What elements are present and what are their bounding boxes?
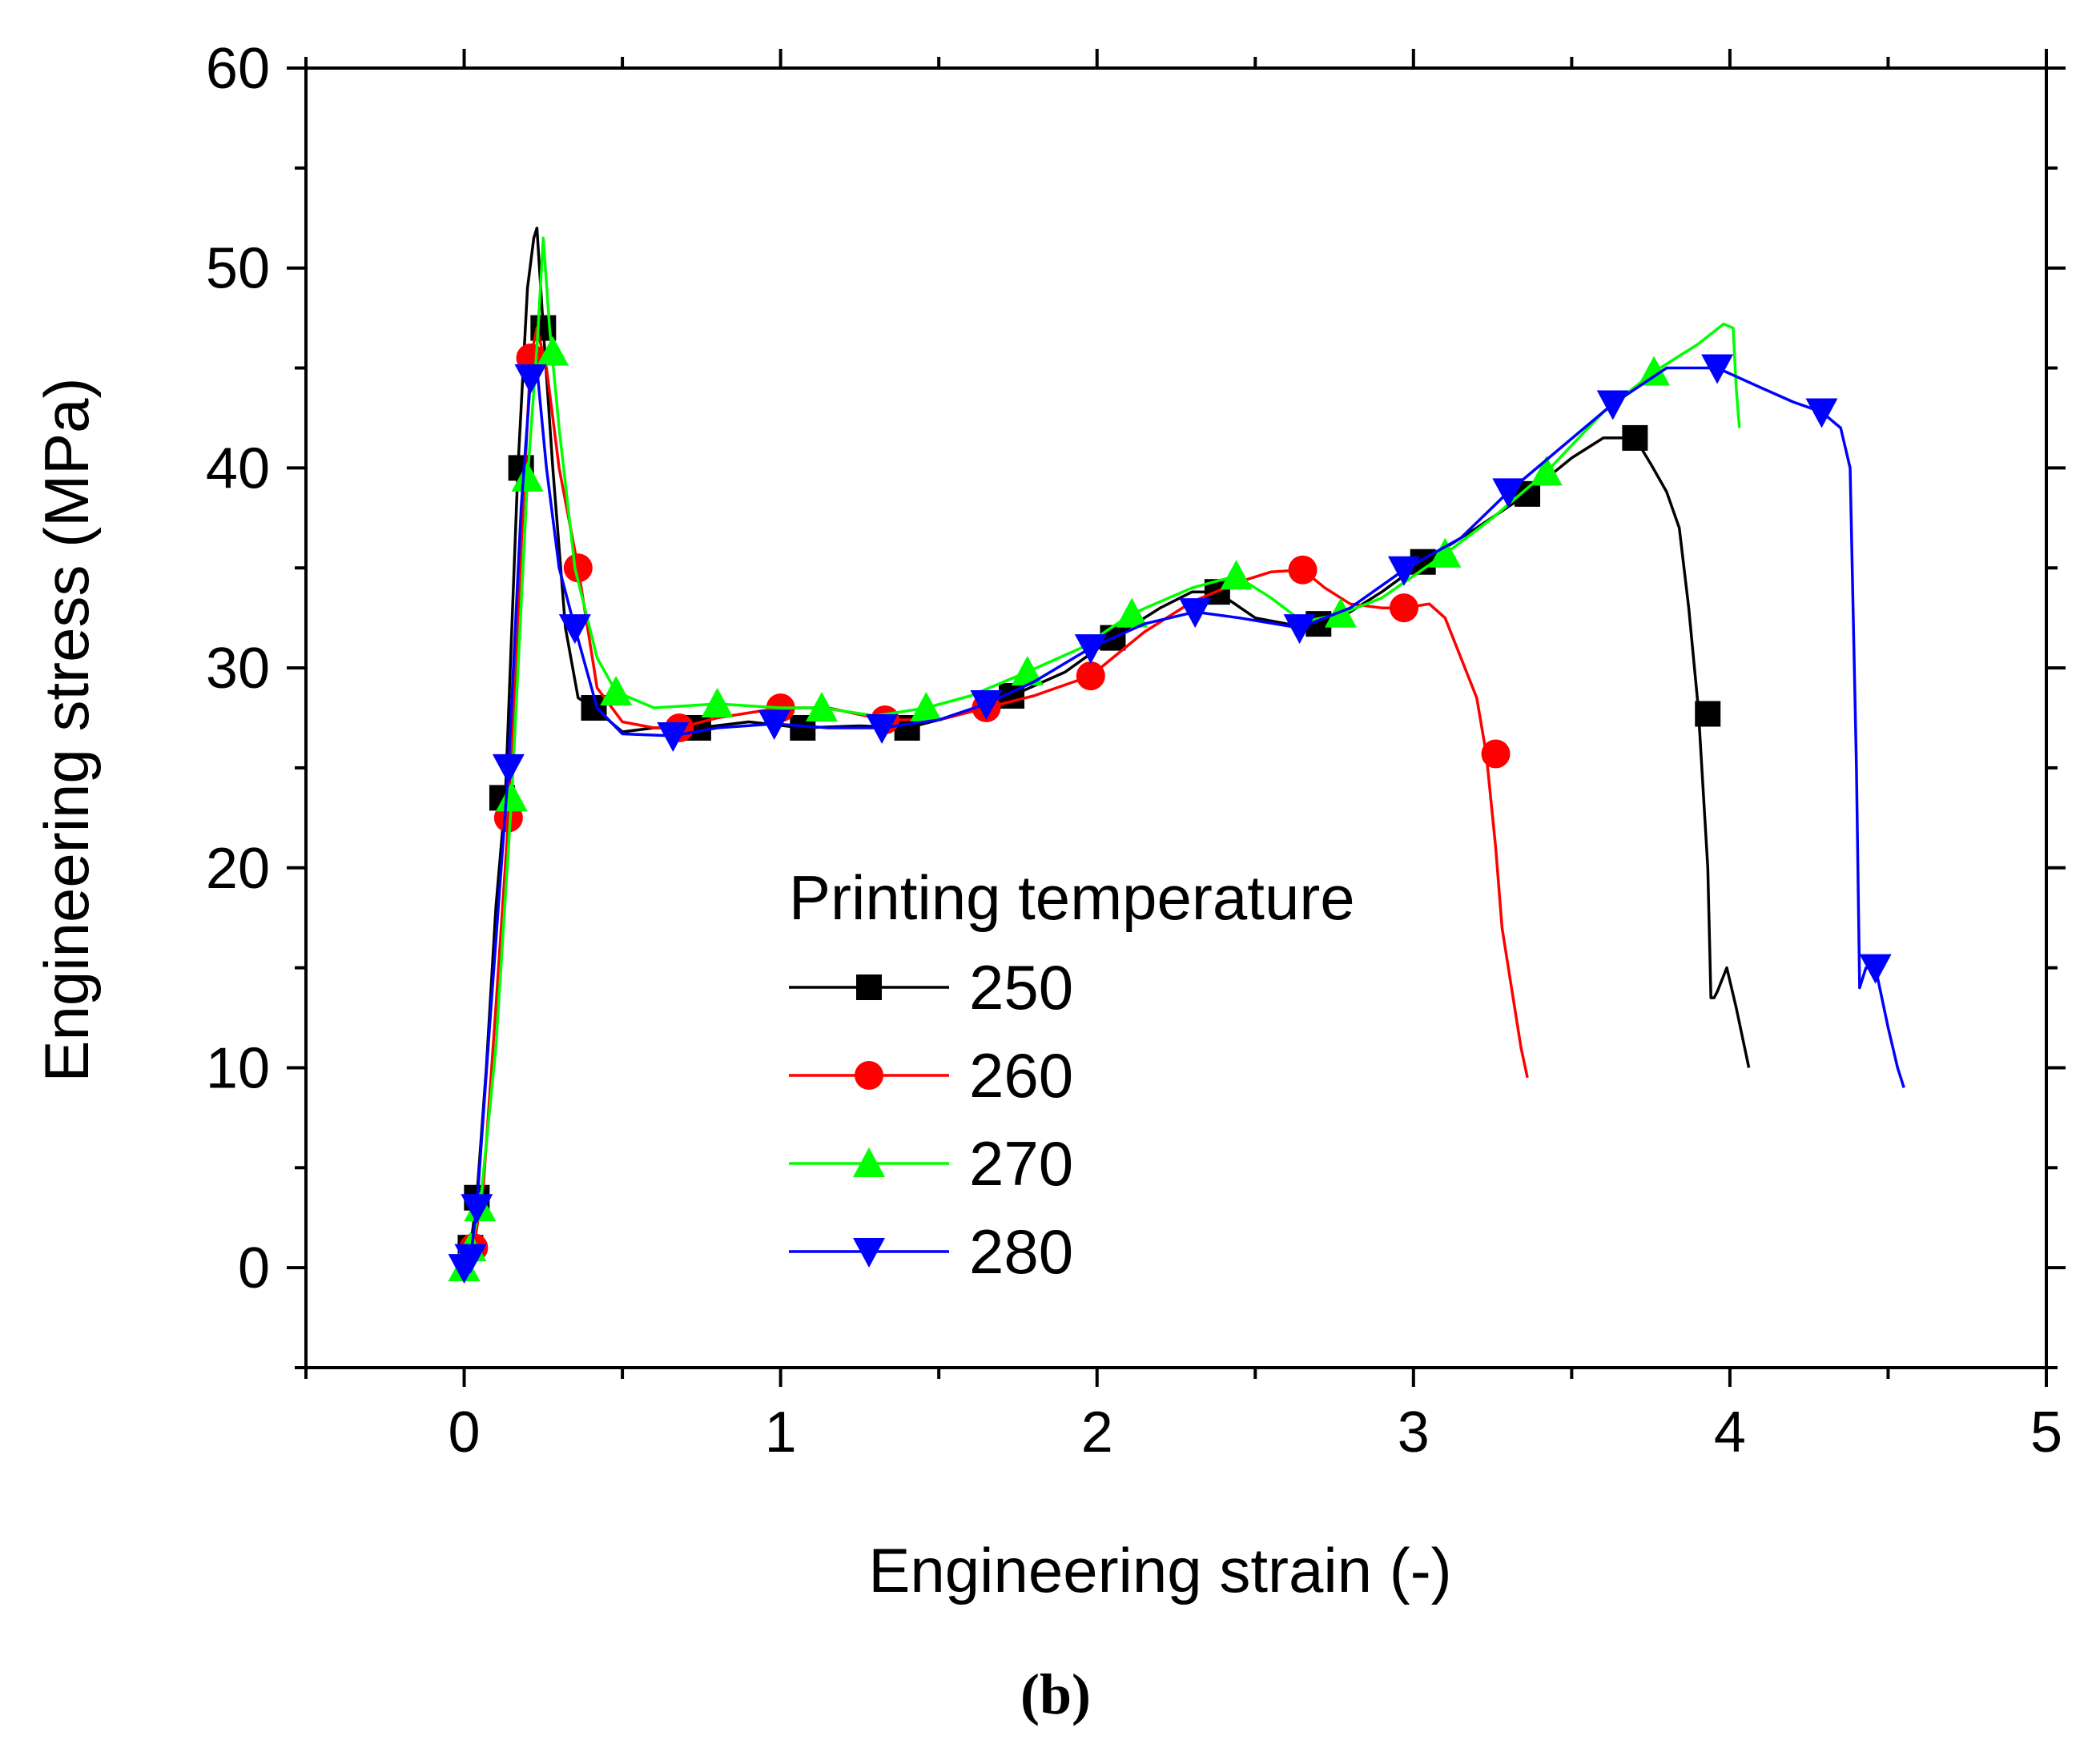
data-point-280 [1179,598,1212,629]
data-point-280 [1387,556,1420,586]
data-point-280 [1283,614,1316,645]
series-line-270 [462,236,1741,1268]
panel-label: (b) [1020,1662,1091,1726]
data-point-250 [1622,424,1648,451]
data-point-280 [1805,398,1838,428]
legend-marker [853,1147,885,1177]
data-point-270 [495,782,528,812]
data-point-270 [805,692,838,722]
legend-item-250: 250 [789,952,1073,1023]
data-point-280 [1596,390,1629,420]
legend-label: 280 [969,1216,1073,1287]
legend: Printing temperature 250 260 270 280 [789,862,1355,1287]
plot-frame [304,66,2048,1369]
data-point-260 [1389,593,1418,623]
data-point-270 [600,676,633,706]
x-axis-title: Engineering strain (-) [868,1535,1451,1605]
y-tick-label: 10 [206,1036,270,1100]
data-point-270 [1011,656,1044,686]
data-point-280 [866,713,899,744]
data-point-280 [1074,634,1107,665]
legend-item-260: 260 [789,1040,1073,1111]
legend-marker [853,1238,885,1268]
legend-label: 270 [969,1128,1073,1199]
data-point-280 [1701,354,1734,384]
data-point-280 [492,753,525,784]
data-point-280 [657,721,690,752]
series-280 [448,354,1905,1284]
data-point-280 [758,709,791,740]
x-tick-label: 2 [1081,1400,1113,1465]
data-point-280 [970,690,1003,721]
legend-label: 260 [969,1040,1073,1111]
data-point-270 [1116,597,1149,628]
y-tick-label: 20 [206,837,270,901]
data-point-250 [1695,701,1721,727]
legend-label: 250 [969,952,1073,1023]
y-tick-label: 60 [206,37,270,101]
y-tick-label: 0 [238,1236,270,1300]
data-point-270 [701,688,734,718]
data-point-270 [1530,456,1563,486]
data-point-260 [563,553,593,583]
series-clip-group [448,227,1905,1284]
legend-marker [855,1061,883,1090]
data-point-270 [910,692,943,722]
y-tick-label: 40 [206,436,270,500]
data-point-260 [1288,555,1318,585]
legend-marker [856,974,882,1000]
data-point-280 [514,364,547,395]
data-point-270 [537,336,569,366]
y-tick-label: 30 [206,637,270,701]
data-point-280 [454,1244,487,1274]
data-point-280 [1492,478,1525,508]
data-point-280 [1859,954,1892,984]
y-axis-title: Engineering stress (MPa) [31,377,102,1082]
data-point-270 [511,461,544,492]
data-point-260 [1076,661,1105,691]
data-point-260 [1481,739,1511,769]
x-tick-label: 5 [2030,1400,2062,1465]
x-tick-label: 0 [449,1400,481,1465]
legend-item-270: 270 [789,1128,1073,1199]
data-point-270 [1638,356,1671,386]
legend-item-280: 280 [789,1216,1073,1287]
y-tick-label: 50 [206,237,270,301]
data-point-270 [1429,537,1462,568]
data-point-280 [558,614,591,645]
data-point-270 [1220,560,1253,590]
legend-title: Printing temperature [789,862,1355,933]
data-point-280 [461,1194,493,1224]
series-layer [448,227,1905,1284]
x-tick-label: 1 [765,1400,797,1465]
x-tick-label: 3 [1398,1400,1430,1465]
x-tick-label: 4 [1714,1400,1746,1465]
